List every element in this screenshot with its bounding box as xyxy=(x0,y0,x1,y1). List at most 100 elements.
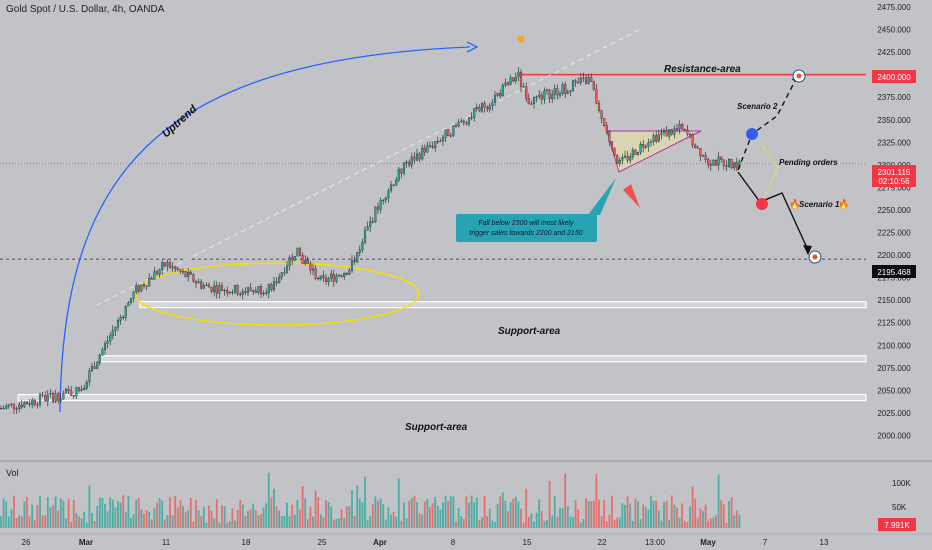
volume-bar xyxy=(483,495,486,528)
candle xyxy=(280,272,283,280)
volume-bar xyxy=(273,488,275,528)
volume-bar xyxy=(733,515,736,528)
volume-bar xyxy=(153,507,156,528)
resistance-area-label: Resistance-area xyxy=(664,64,741,75)
candle xyxy=(304,255,307,266)
candle xyxy=(23,400,26,408)
candle-body xyxy=(267,284,270,294)
volume-bar xyxy=(158,498,161,528)
candle-body xyxy=(587,77,590,84)
volume-bar xyxy=(637,501,639,528)
scenario-1-path xyxy=(737,171,809,251)
volume-bar xyxy=(530,513,533,528)
candle-body xyxy=(2,408,5,410)
candle xyxy=(701,154,705,158)
volume-bar xyxy=(299,509,301,528)
candle xyxy=(415,148,419,162)
support-zone xyxy=(99,355,867,363)
candle xyxy=(714,159,718,167)
candle xyxy=(626,150,629,163)
volume-bar xyxy=(182,505,184,528)
candle xyxy=(155,269,159,276)
candle-body xyxy=(374,206,377,223)
volume-bar xyxy=(517,501,520,528)
volume-bar xyxy=(574,500,577,528)
volume-bar xyxy=(553,496,556,528)
candle-body xyxy=(301,255,304,264)
volume-bar xyxy=(5,501,8,528)
candle-body xyxy=(135,285,138,293)
candle-body xyxy=(691,134,694,146)
candle xyxy=(647,138,650,152)
candle xyxy=(681,122,684,130)
candle-body xyxy=(210,287,213,292)
scenario-2-path xyxy=(737,76,798,171)
volume-bar xyxy=(488,508,491,528)
candle xyxy=(447,128,450,137)
candle xyxy=(387,188,390,203)
volume-bar xyxy=(166,515,169,528)
candle-body xyxy=(12,403,16,409)
volume-bar xyxy=(587,501,590,528)
volume-bar xyxy=(702,511,704,528)
candle-body xyxy=(475,107,478,109)
volume-bar xyxy=(265,503,268,528)
candle xyxy=(54,389,57,404)
candle xyxy=(317,276,320,281)
volume-bar xyxy=(130,517,132,528)
candle-body xyxy=(512,77,515,82)
candle-body xyxy=(717,156,720,166)
candle-body xyxy=(353,260,356,263)
candle xyxy=(496,92,499,97)
candle-body xyxy=(319,275,322,280)
volume-bar xyxy=(353,516,356,528)
volume-bar xyxy=(613,519,616,528)
volume-bar xyxy=(39,495,41,528)
candle xyxy=(153,267,156,280)
candle-body xyxy=(517,71,520,78)
volume-bar xyxy=(249,509,252,528)
candle xyxy=(283,267,286,276)
candle-body xyxy=(561,84,564,94)
volume-bar xyxy=(538,499,541,528)
candle xyxy=(564,81,567,98)
candle-body xyxy=(460,120,463,122)
candle xyxy=(2,405,5,410)
volume-bar xyxy=(109,497,112,528)
candle-body xyxy=(314,268,317,279)
candle-body xyxy=(129,298,133,303)
time-tick-label: 26 xyxy=(22,538,31,547)
candle xyxy=(431,141,434,150)
candle xyxy=(662,128,666,137)
peak-marker xyxy=(517,35,525,43)
candle xyxy=(652,132,655,146)
candle-body xyxy=(330,273,333,279)
volume-bar xyxy=(156,502,158,528)
volume-bar xyxy=(514,496,517,528)
volume-bar xyxy=(366,520,369,528)
volume-bar xyxy=(345,506,348,528)
volume-bar xyxy=(494,522,496,528)
candle-body xyxy=(218,285,221,294)
volume-bar xyxy=(189,498,192,528)
volume-bar xyxy=(403,502,405,528)
candle xyxy=(67,385,70,395)
volume-bar xyxy=(551,515,554,528)
volume-bar xyxy=(184,512,187,528)
volume-bar xyxy=(566,506,569,528)
volume-bar xyxy=(197,510,200,528)
volume-bar xyxy=(140,509,143,528)
candle xyxy=(202,282,205,290)
candle-body xyxy=(223,290,226,292)
candle xyxy=(467,116,471,127)
candle xyxy=(569,90,572,97)
candle xyxy=(109,332,112,346)
candle xyxy=(148,273,151,287)
candle xyxy=(603,118,606,127)
candle-body xyxy=(252,290,255,292)
candle-body xyxy=(116,319,120,328)
symbol-header: Gold Spot / U.S. Dollar, 4h, OANDA xyxy=(6,4,165,15)
candle-body xyxy=(634,149,637,155)
volume-bar xyxy=(247,510,249,528)
